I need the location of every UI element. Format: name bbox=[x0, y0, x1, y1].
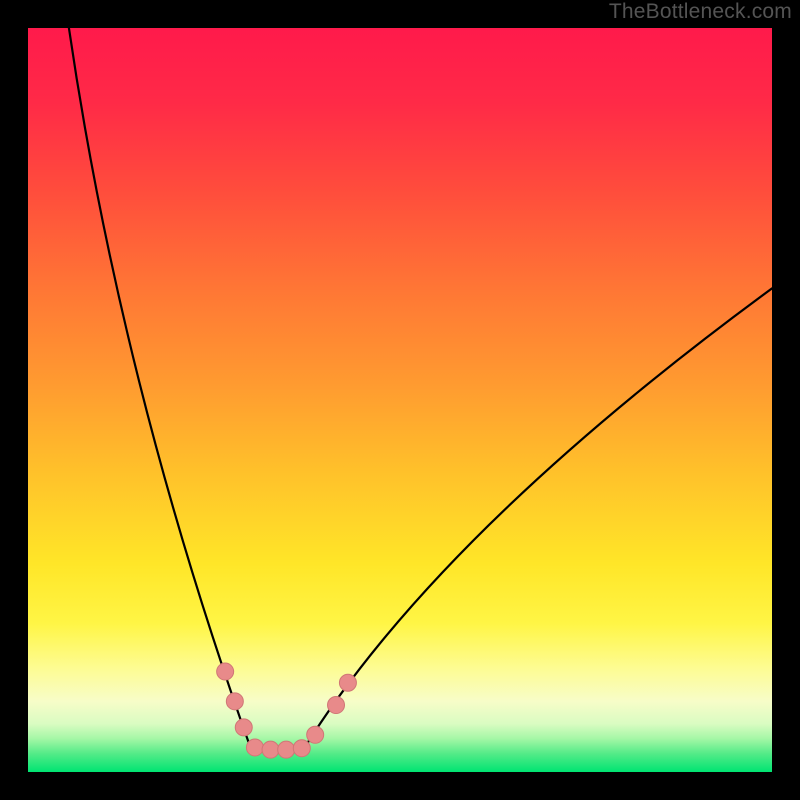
data-marker bbox=[217, 663, 234, 680]
watermark-text: TheBottleneck.com bbox=[609, 0, 792, 24]
data-marker bbox=[235, 719, 252, 736]
data-marker bbox=[293, 740, 310, 757]
data-marker bbox=[339, 674, 356, 691]
data-marker bbox=[262, 741, 279, 758]
bottleneck-curve bbox=[69, 28, 772, 751]
data-marker bbox=[246, 739, 263, 756]
data-marker bbox=[226, 693, 243, 710]
chart-plot bbox=[0, 0, 800, 800]
chart-root: TheBottleneck.com bbox=[0, 0, 800, 800]
data-marker bbox=[278, 741, 295, 758]
data-marker bbox=[307, 726, 324, 743]
data-marker bbox=[328, 697, 345, 714]
